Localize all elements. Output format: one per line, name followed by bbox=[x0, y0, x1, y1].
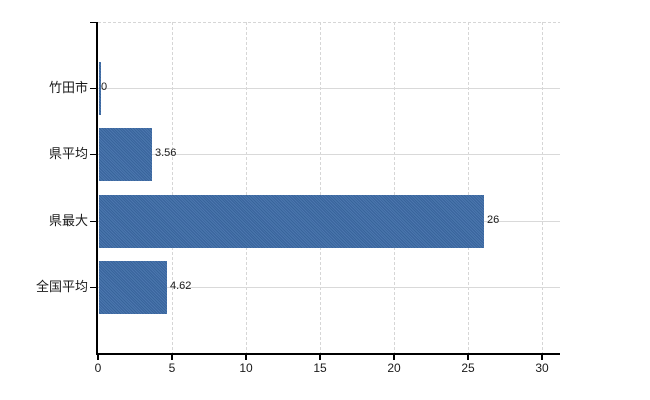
bar bbox=[99, 128, 152, 181]
x-axis-tick bbox=[541, 355, 543, 360]
gridline-horizontal bbox=[98, 287, 560, 288]
x-tick-label: 30 bbox=[535, 361, 549, 375]
x-axis-tick bbox=[467, 355, 469, 360]
gridline-vertical bbox=[468, 22, 469, 353]
gridline-vertical bbox=[542, 22, 543, 353]
x-tick-label: 0 bbox=[94, 361, 102, 375]
x-tick-label: 20 bbox=[387, 361, 401, 375]
x-axis-tick bbox=[245, 355, 247, 360]
value-label: 26 bbox=[487, 214, 500, 226]
gridline-vertical bbox=[320, 22, 321, 353]
category-label: 竹田市 bbox=[48, 80, 88, 95]
x-axis-tick bbox=[97, 355, 99, 360]
x-tick-label: 15 bbox=[313, 361, 327, 375]
category-label: 全国平均 bbox=[35, 279, 88, 294]
x-tick-label: 25 bbox=[461, 361, 475, 375]
x-axis-tick bbox=[171, 355, 173, 360]
y-axis-tick bbox=[90, 88, 98, 89]
bar bbox=[99, 261, 167, 314]
gridline-horizontal bbox=[98, 88, 560, 89]
x-tick-label: 5 bbox=[168, 361, 176, 375]
bar bbox=[99, 195, 484, 248]
gridline-vertical bbox=[172, 22, 173, 353]
y-axis-tick bbox=[90, 22, 98, 23]
bar bbox=[99, 62, 101, 115]
value-label: 0 bbox=[101, 81, 108, 93]
y-axis-line bbox=[96, 22, 98, 355]
gridline-vertical bbox=[246, 22, 247, 353]
value-label: 3.56 bbox=[155, 147, 177, 159]
plot-top-border bbox=[98, 22, 560, 23]
y-axis-tick bbox=[90, 287, 98, 288]
x-axis-tick bbox=[319, 355, 321, 360]
category-label: 県最大 bbox=[48, 213, 88, 228]
y-axis-tick bbox=[90, 154, 98, 155]
x-tick-label: 10 bbox=[239, 361, 253, 375]
value-label: 4.62 bbox=[170, 280, 192, 292]
category-label: 県平均 bbox=[48, 146, 88, 161]
y-axis-tick bbox=[90, 221, 98, 222]
x-axis-tick bbox=[393, 355, 395, 360]
x-axis-line bbox=[96, 353, 560, 355]
gridline-vertical bbox=[394, 22, 395, 353]
gridline-horizontal bbox=[98, 154, 560, 155]
